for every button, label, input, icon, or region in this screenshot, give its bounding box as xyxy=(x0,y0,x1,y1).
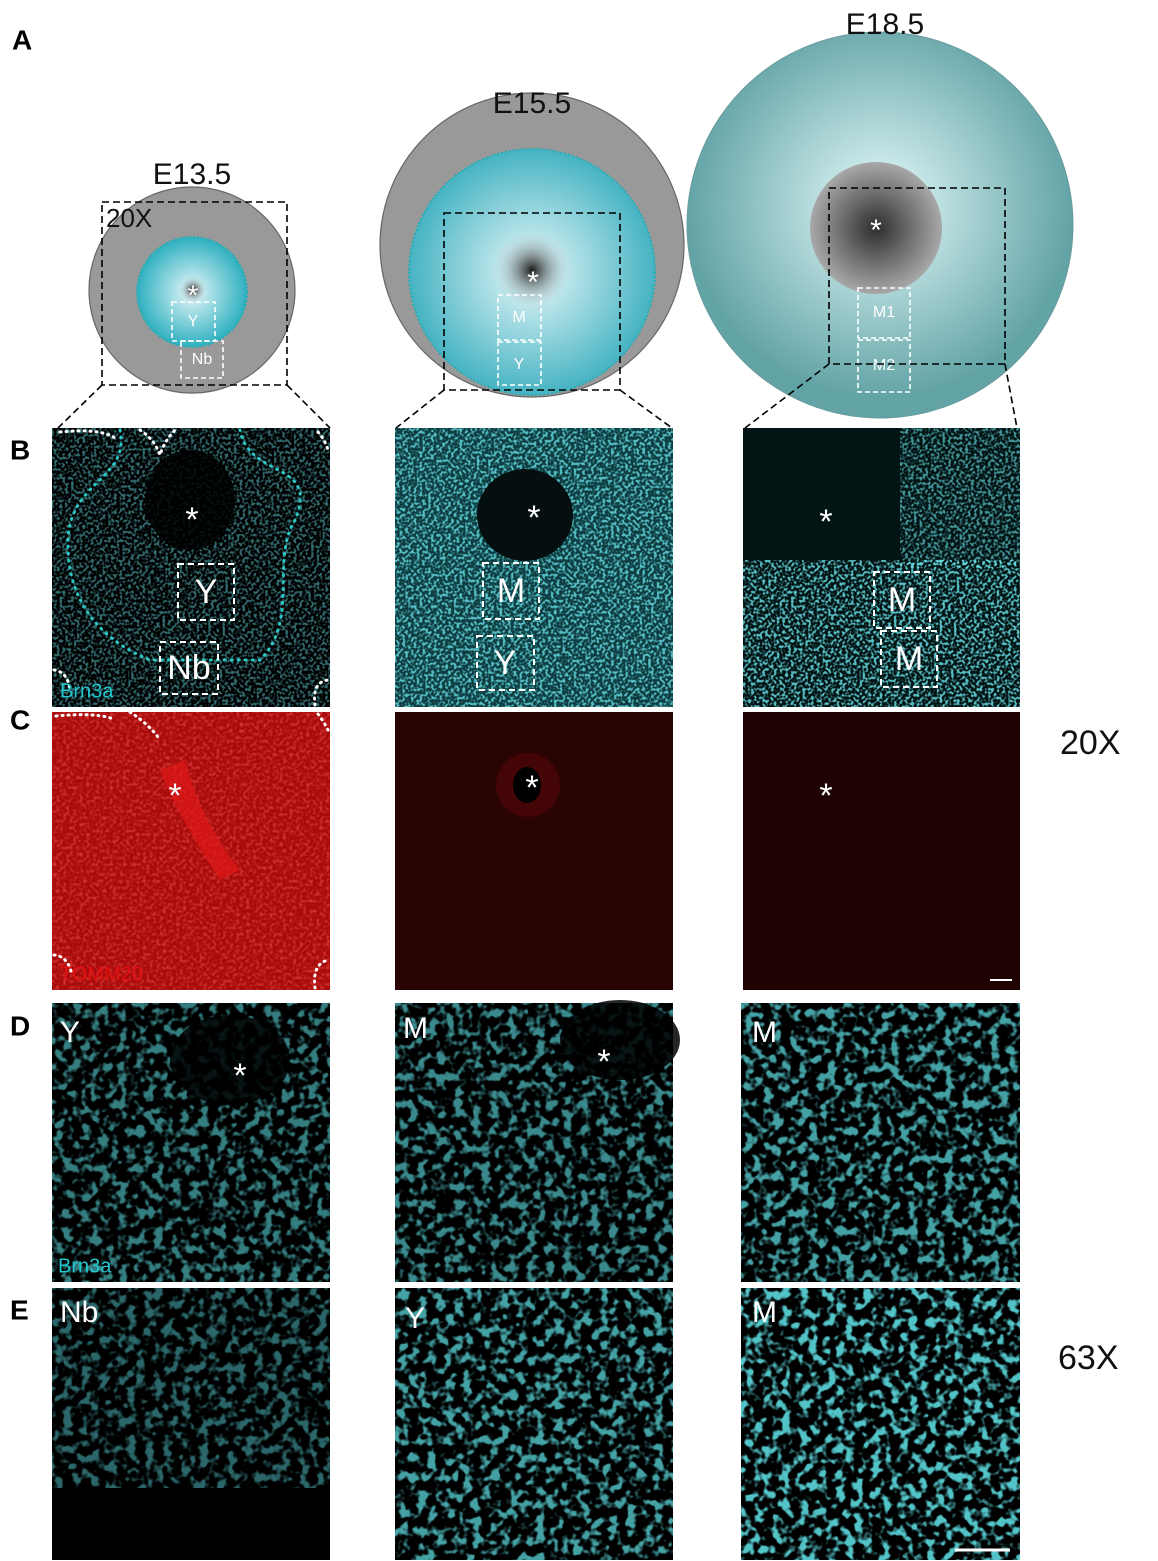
micrograph: * M Y xyxy=(395,428,673,707)
optic-disc-mark: * xyxy=(188,279,199,310)
optic-disc-mark: * xyxy=(168,777,181,815)
micrograph: Y xyxy=(395,1288,673,1560)
panel-label: C xyxy=(10,704,30,735)
micrograph: * xyxy=(743,712,1020,990)
stain-label: Brn3a xyxy=(60,680,114,702)
region-label: M xyxy=(895,640,923,678)
region-label: Y xyxy=(514,356,525,373)
zoom-line xyxy=(287,385,330,428)
region-label: Y xyxy=(195,573,218,611)
micrograph: Nb xyxy=(52,1288,330,1560)
region-label: M xyxy=(403,1012,428,1045)
region-label: M xyxy=(752,1016,777,1049)
optic-disc-mark: * xyxy=(819,777,832,815)
image-background xyxy=(743,712,1020,990)
optic-disc xyxy=(170,1015,290,1105)
panel-label: E xyxy=(10,1294,29,1325)
zoom-line xyxy=(396,390,444,428)
micrograph: * M M xyxy=(743,428,1020,707)
image-texture xyxy=(395,1288,673,1560)
optic-disc-mark: * xyxy=(597,1043,610,1081)
stage-label: E18.5 xyxy=(846,8,924,41)
optic-disc-mark: * xyxy=(525,769,538,807)
micrograph: M xyxy=(741,1288,1020,1560)
region-label: Y xyxy=(405,1302,425,1335)
region-label: Nb xyxy=(167,649,210,687)
micrograph: M * xyxy=(395,1000,680,1282)
zoom-line xyxy=(58,385,102,428)
optic-disc xyxy=(477,469,573,561)
region-label: M1 xyxy=(873,304,895,321)
micrograph: * xyxy=(395,712,673,990)
optic-disc-mark: * xyxy=(527,266,539,299)
magnification-label: 20X xyxy=(1060,724,1121,762)
region-label: M xyxy=(497,572,525,610)
optic-disc-mark: * xyxy=(185,501,198,539)
stage-label: E15.5 xyxy=(493,87,571,120)
micrograph: M xyxy=(741,1003,1020,1282)
panel-label: A xyxy=(12,24,32,55)
image-texture xyxy=(741,1003,1020,1282)
region-label: M2 xyxy=(873,357,895,374)
panel-label: B xyxy=(10,434,30,465)
region-label: Nb xyxy=(192,351,213,368)
optic-disc-mark: * xyxy=(870,214,882,247)
magnification-label: 20X xyxy=(106,203,152,233)
region-label: M xyxy=(512,309,525,326)
region-label: M xyxy=(888,581,916,619)
optic-disc-mark: * xyxy=(819,503,832,541)
region-label: Y xyxy=(494,644,517,682)
stain-label: TOMM20 xyxy=(60,963,143,985)
optic-disc-mark: * xyxy=(527,499,540,537)
image-texture xyxy=(52,712,330,990)
stain-label: Brn3a xyxy=(58,1255,112,1277)
micrograph: Y * Brn3a xyxy=(52,1003,330,1282)
micrograph: * TOMM20 xyxy=(52,712,330,990)
panel-label: D xyxy=(10,1010,30,1041)
figure: A B C D E E13.5 20X * Y Nb E15.5 * M Y E… xyxy=(0,0,1158,1561)
optic-disc-mark: * xyxy=(233,1057,246,1095)
micrograph: * Y Nb Brn3a xyxy=(52,428,330,707)
region-label: Nb xyxy=(60,1296,98,1329)
region-label: Y xyxy=(60,1016,80,1049)
magnification-label: 63X xyxy=(1058,1339,1119,1377)
image-texture xyxy=(900,428,1020,568)
image-texture xyxy=(741,1288,1020,1560)
zoom-line xyxy=(1005,364,1017,428)
stage-label: E13.5 xyxy=(153,158,231,191)
optic-disc xyxy=(560,1000,680,1080)
region-label: M xyxy=(752,1296,777,1329)
zoom-line xyxy=(620,390,672,428)
region-label: Y xyxy=(188,313,199,330)
